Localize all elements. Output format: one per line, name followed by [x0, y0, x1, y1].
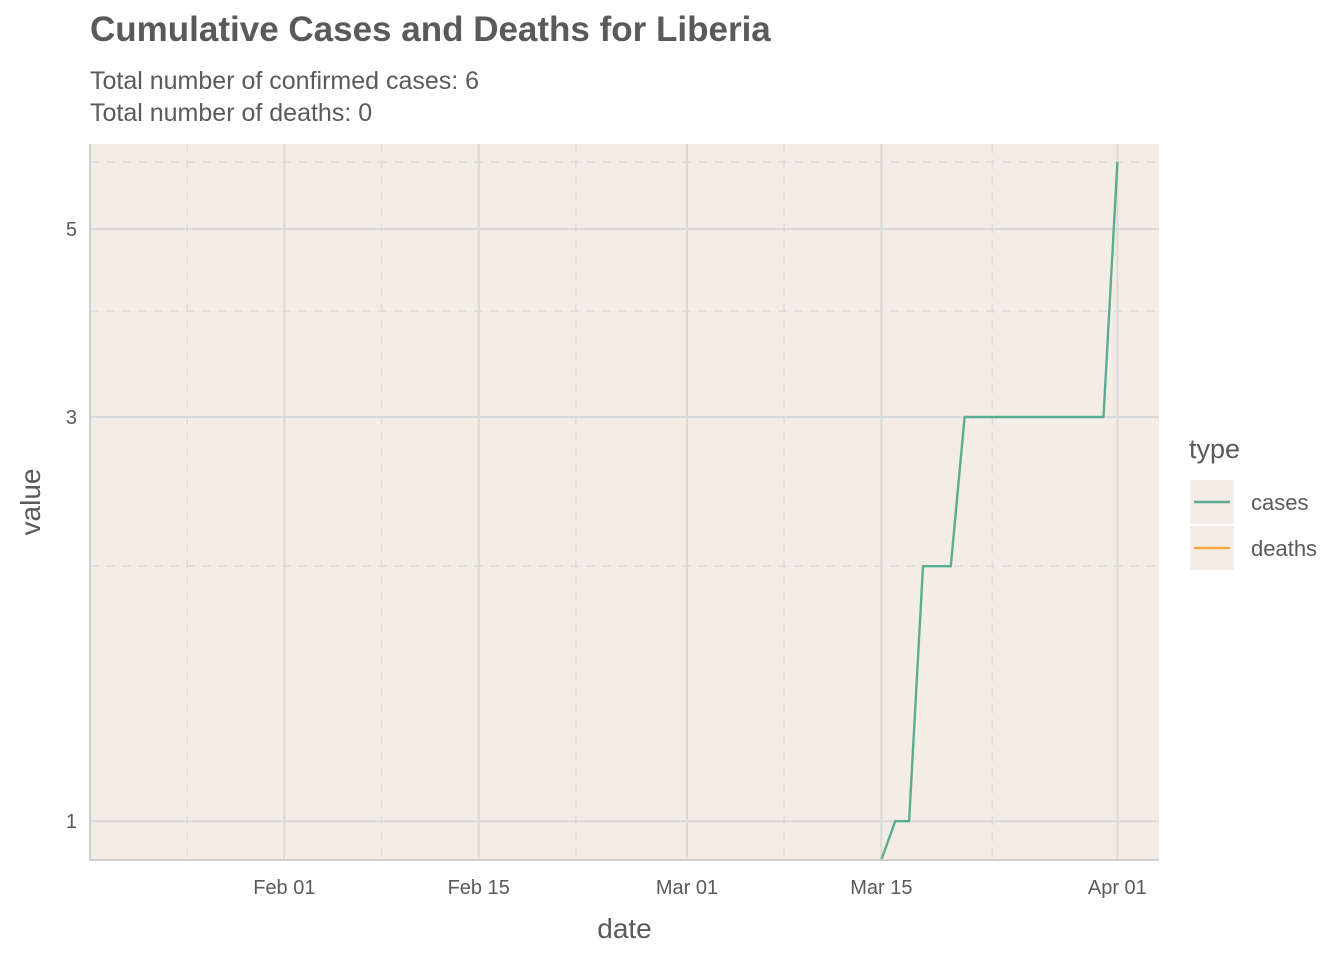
legend-label-deaths: deaths	[1251, 536, 1317, 561]
x-tick-label: Mar 15	[850, 877, 912, 899]
chart-title: Cumulative Cases and Deaths for Liberia	[90, 10, 771, 49]
y-tick-label: 1	[66, 811, 77, 833]
plot-panel	[90, 144, 1159, 860]
series-layer	[880, 161, 1119, 861]
y-tick-labels: 1 3 5	[66, 219, 77, 833]
x-tick-label: Feb 15	[448, 877, 510, 899]
series-line-cases	[880, 161, 1119, 861]
minor-grid	[90, 144, 1159, 860]
subtitle-deaths: Total number of deaths: 0	[90, 99, 373, 127]
legend: type cases deaths	[1189, 434, 1317, 570]
legend-title: type	[1189, 434, 1240, 464]
y-tick-label: 5	[66, 219, 77, 241]
x-tick-label: Mar 01	[656, 877, 718, 899]
subtitle-cases: Total number of confirmed cases: 6	[90, 67, 480, 95]
x-tick-labels: Feb 01 Feb 15 Mar 01 Mar 15 Apr 01	[253, 877, 1147, 899]
legend-label-cases: cases	[1251, 490, 1308, 515]
x-tick-label: Feb 01	[253, 877, 315, 899]
y-axis-title: value	[15, 469, 46, 536]
y-tick-label: 3	[66, 407, 77, 429]
x-axis-title: date	[597, 913, 652, 944]
x-tick-label: Apr 01	[1088, 877, 1147, 899]
